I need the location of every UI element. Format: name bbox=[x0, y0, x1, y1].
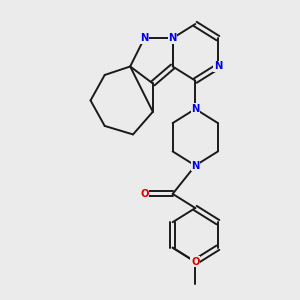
Text: O: O bbox=[140, 189, 148, 199]
Text: O: O bbox=[191, 257, 200, 267]
Text: N: N bbox=[191, 257, 200, 267]
Text: N: N bbox=[140, 33, 148, 43]
Text: N: N bbox=[191, 104, 200, 114]
Text: N: N bbox=[169, 33, 177, 43]
Text: N: N bbox=[214, 61, 222, 71]
Text: N: N bbox=[191, 160, 200, 171]
